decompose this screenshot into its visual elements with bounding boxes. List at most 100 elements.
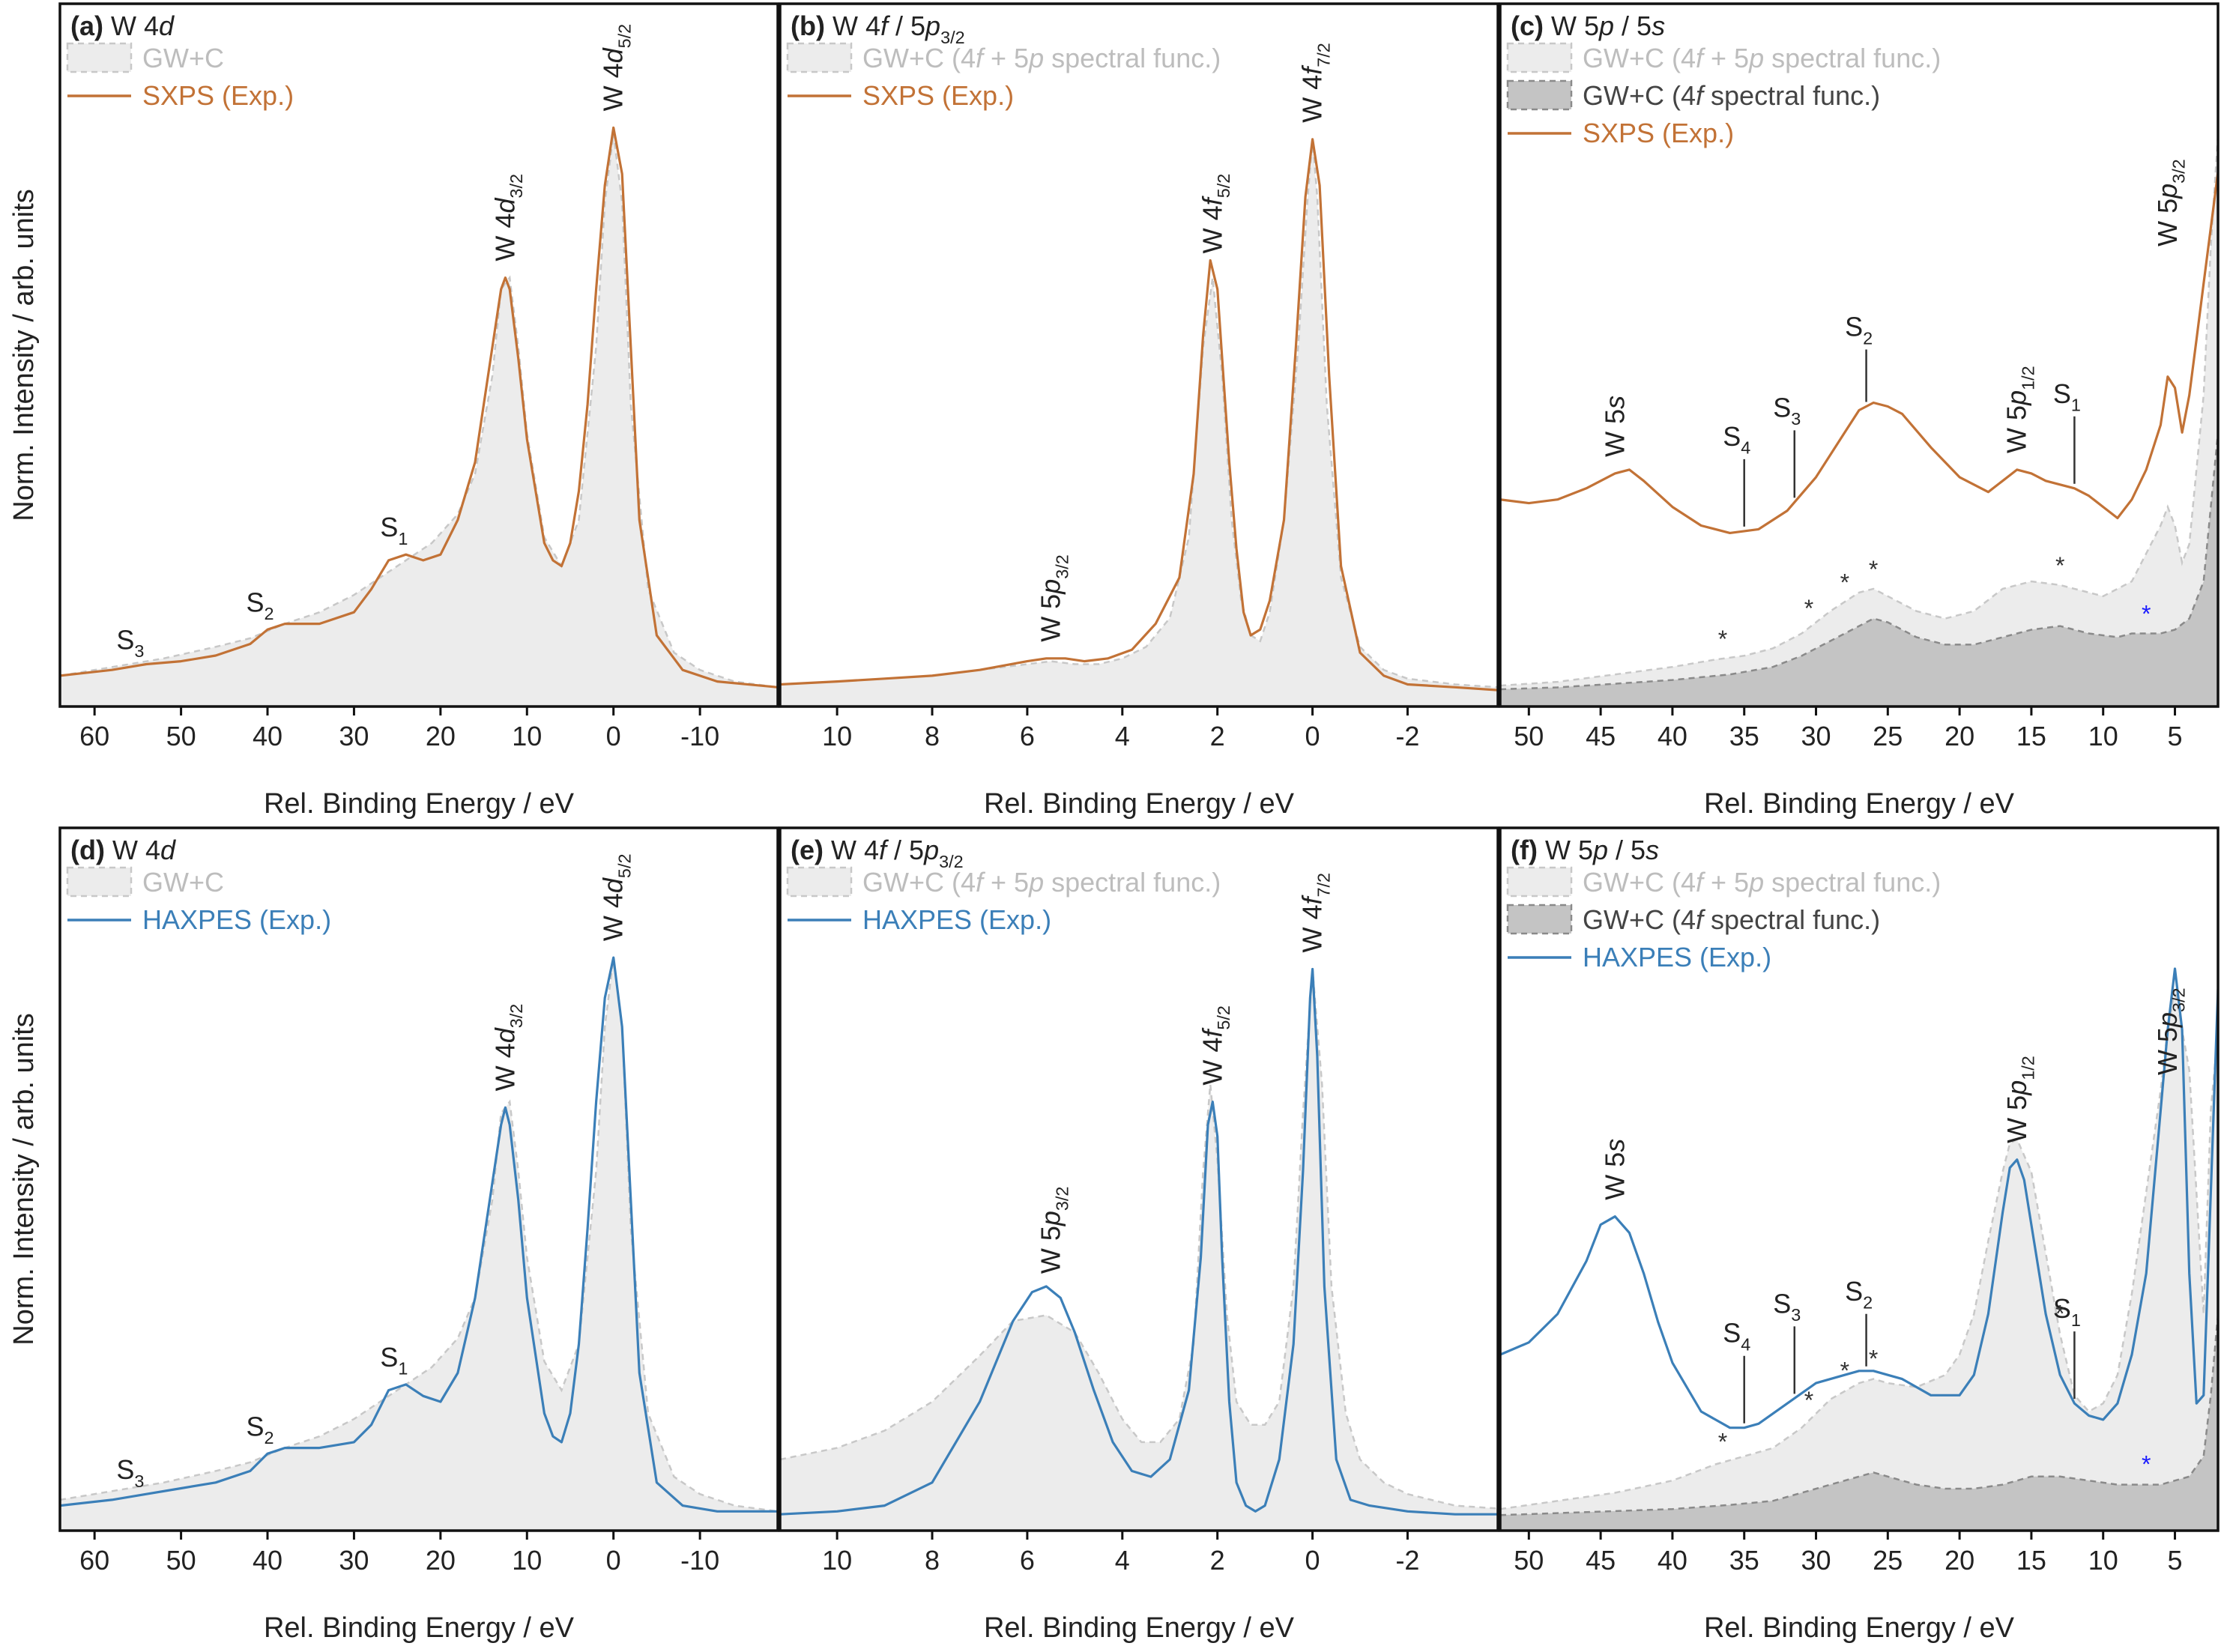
star-marker: * (1718, 626, 1727, 653)
label-part: p (923, 835, 939, 865)
peak-label: W 4f5/2 (1197, 1005, 1233, 1086)
x-tick-label: 5 (2168, 721, 2183, 751)
x-tick-label: 20 (426, 721, 456, 751)
label-part: SXPS (Exp.) (1583, 118, 1734, 148)
label-part: / 5 (1614, 10, 1652, 41)
legend-label-theory: GW+C (4f + 5p spectral func.) (862, 43, 1221, 73)
label-part: S (380, 512, 398, 542)
peak-label: W 4d3/2 (489, 174, 526, 261)
label-part: p (925, 10, 940, 41)
legend-swatch-fill (1506, 42, 1573, 73)
label-part: (c) (1511, 10, 1551, 41)
x-tick-label: 50 (166, 721, 196, 751)
x-tick-label: 10 (822, 1545, 852, 1576)
label-part: s (1652, 10, 1665, 41)
satellite-label: S4 (1723, 1318, 1750, 1355)
label-part: SXPS (Exp.) (862, 80, 1014, 111)
peak-label: W 4f7/2 (1297, 43, 1334, 123)
label-part: W 4 (489, 214, 520, 261)
label-part: S (2053, 1293, 2071, 1324)
label-part: (e) (791, 835, 831, 865)
x-tick-label: 30 (339, 721, 369, 751)
x-tick-label: 2 (1210, 721, 1225, 751)
star-marker: * (1718, 1429, 1727, 1456)
label-part: (d) (70, 835, 112, 865)
legend-label-theory: GW+C (142, 43, 224, 73)
label-part: spectral func.) (1764, 867, 1941, 898)
x-tick-label: 6 (1020, 1545, 1035, 1576)
series-line-gwc-total (780, 969, 1498, 1510)
label-part: 7/2 (1314, 43, 1333, 67)
label-part: d (159, 10, 175, 41)
label-part: (a) (70, 10, 111, 41)
label-part: 1 (2071, 396, 2081, 415)
satellite-label: S1 (380, 512, 408, 548)
label-part: 7/2 (1314, 873, 1333, 898)
label-part: 3/2 (507, 1004, 526, 1029)
legend-swatch-fill (786, 866, 853, 898)
label-part: + 5 (1703, 867, 1749, 898)
legend-label-theory: GW+C (4f + 5p spectral func.) (862, 867, 1221, 898)
label-part: 3 (134, 1471, 144, 1491)
x-tick-label: 40 (1658, 1545, 1687, 1576)
satellite-label: S2 (246, 587, 274, 623)
label-part: 2 (265, 1428, 274, 1447)
label-part: 3/2 (939, 852, 964, 871)
label-part: p (1036, 579, 1066, 595)
label-part: HAXPES (Exp.) (1583, 942, 1771, 972)
label-part: S (116, 1454, 134, 1485)
x-tick-label: 20 (1944, 721, 1974, 751)
label-part: 4 (1741, 438, 1750, 458)
panel-e: 10 8 6 4 2 0 -2 (e) W 4f / 5p3/2GW+C (4f + 5p s… (779, 826, 1499, 1576)
peak-label: W 5p3/2 (2152, 987, 2189, 1075)
star-marker: * (2055, 1301, 2064, 1328)
label-part: p (2001, 390, 2032, 406)
label-part: s (1599, 1139, 1630, 1152)
x-tick-label: 60 (79, 721, 109, 751)
label-part: GW+C (4 (1583, 80, 1696, 111)
label-part: / 5 (1608, 835, 1646, 865)
label-part: p (1036, 1211, 1066, 1226)
x-tick-label: 15 (2016, 721, 2046, 751)
label-part: S (1723, 1318, 1741, 1349)
series-line-gwc-total (780, 139, 1498, 689)
x-tick-label: 2 (1210, 1545, 1225, 1576)
label-part: W 4 (111, 10, 159, 41)
x-tick-label: 20 (426, 1545, 456, 1576)
label-part: GW+C (4 (862, 43, 976, 73)
label-part: GW+C (142, 867, 224, 898)
peak-label: W 5p3/2 (1036, 1187, 1072, 1274)
series-line-experiment (780, 138, 1498, 692)
label-part: W 5 (2001, 405, 2032, 453)
star-marker: * (2142, 601, 2151, 628)
satellite-label: S3 (116, 624, 144, 661)
label-part: W 5 (1599, 409, 1630, 457)
label-part: 4 (1741, 1335, 1750, 1355)
label-part: p (1748, 867, 1764, 898)
series-area-gwc-4f (1500, 432, 2218, 707)
label-part: 3/2 (507, 174, 526, 199)
satellite-label: S3 (1773, 1288, 1801, 1325)
legend-label-experiment: SXPS (Exp.) (142, 80, 294, 111)
x-tick-label: 30 (1801, 721, 1831, 751)
label-part: S (2053, 378, 2071, 409)
label-part: 2 (1863, 1293, 1873, 1313)
label-part: d (598, 47, 629, 63)
peak-label: W 5p1/2 (2001, 1056, 2038, 1143)
label-part: S (246, 587, 264, 617)
x-tick-label: 4 (1115, 1545, 1130, 1576)
label-part: W 4 (1197, 205, 1227, 253)
legend-label-theory: GW+C (4f + 5p spectral func.) (1583, 867, 1941, 898)
x-tick-label: 8 (925, 1545, 940, 1576)
satellite-label: S2 (1845, 1276, 1873, 1313)
legend-swatch-fill (1506, 79, 1573, 111)
panel-title: (d) W 4d (70, 835, 176, 865)
peak-label: W 4f5/2 (1197, 174, 1233, 254)
series-area-gwc-total (60, 133, 778, 707)
x-tick-label: 5 (2168, 1545, 2183, 1576)
panel-title: (a) W 4d (70, 10, 175, 41)
x-tick-label: 25 (1873, 1545, 1903, 1576)
satellite-label: S2 (246, 1411, 274, 1447)
label-part: spectral func.) (1044, 43, 1221, 73)
